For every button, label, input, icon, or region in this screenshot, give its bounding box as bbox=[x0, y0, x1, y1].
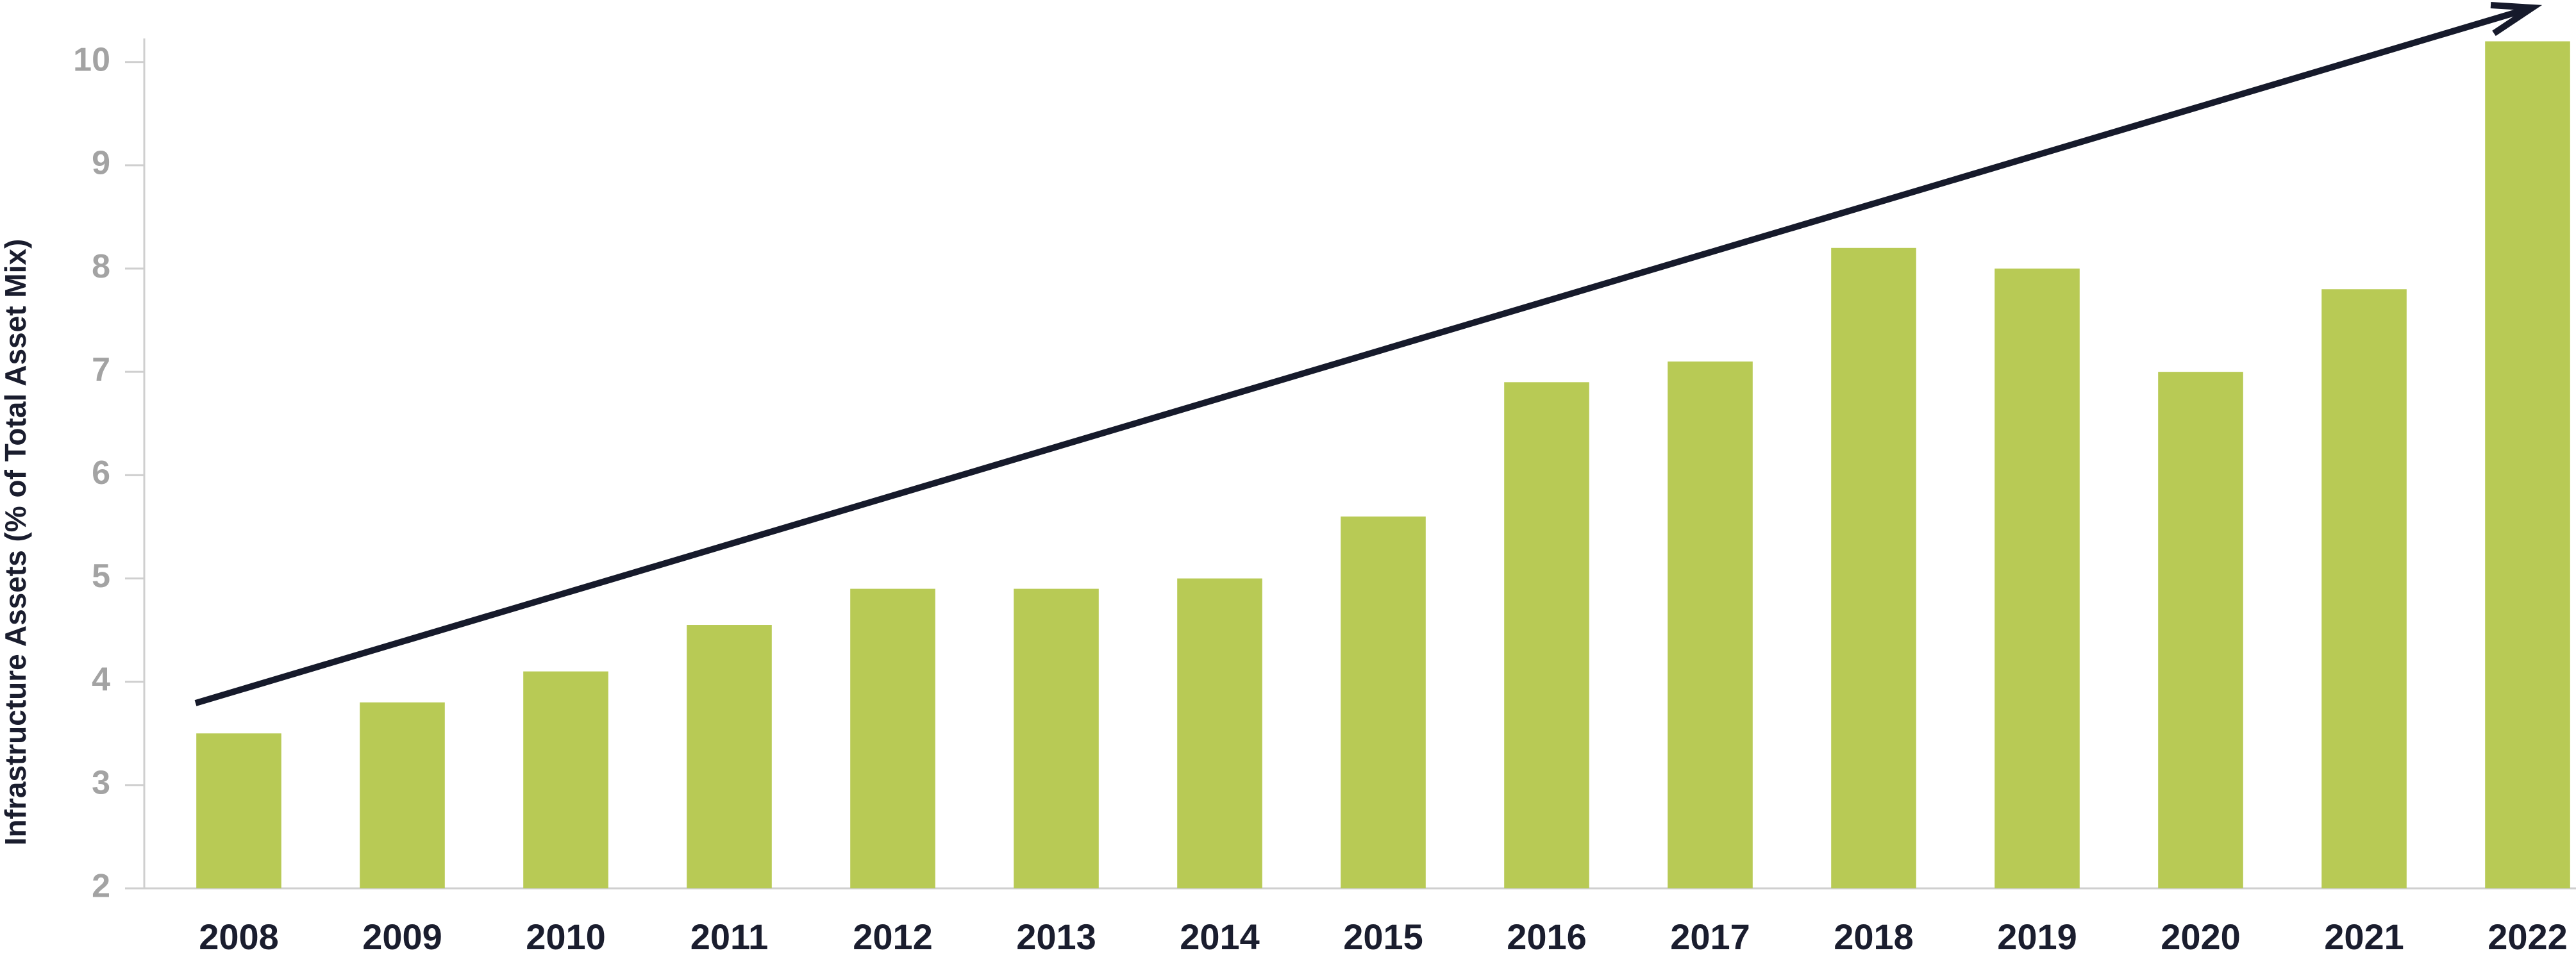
x-tick-label: 2011 bbox=[690, 917, 769, 955]
x-tick-label: 2010 bbox=[526, 917, 606, 955]
y-tick-label: 2 bbox=[92, 868, 110, 905]
bar bbox=[1504, 382, 1589, 888]
trend-arrowhead bbox=[2490, 2, 2543, 37]
x-tick-label: 2016 bbox=[1507, 917, 1587, 955]
y-tick-label: 7 bbox=[92, 351, 110, 388]
bar bbox=[2485, 41, 2570, 889]
x-tick-label: 2014 bbox=[1180, 917, 1260, 955]
x-tick-label: 2012 bbox=[853, 917, 933, 955]
y-tick-label: 5 bbox=[92, 558, 110, 595]
y-tick-label: 8 bbox=[92, 248, 110, 285]
marks bbox=[196, 41, 2570, 889]
x-tick-label: 2017 bbox=[1670, 917, 1750, 955]
bar bbox=[1995, 269, 2080, 888]
y-tick-label: 10 bbox=[73, 41, 110, 78]
y-tick-label: 3 bbox=[92, 765, 110, 802]
bar bbox=[850, 588, 935, 888]
bar bbox=[2158, 372, 2243, 888]
trend-arrow bbox=[194, 5, 2531, 706]
bar bbox=[1668, 361, 1753, 888]
x-tick-label: 2022 bbox=[2488, 917, 2568, 955]
x-tick-label: 2018 bbox=[1834, 917, 1914, 955]
y-axis-label: Infrastructure Assets (% of Total Asset … bbox=[0, 239, 32, 846]
bar bbox=[1831, 247, 1916, 888]
bar bbox=[1014, 588, 1099, 888]
x-tick-label: 2019 bbox=[1997, 917, 2077, 955]
x-tick-label: 2013 bbox=[1016, 917, 1096, 955]
bar bbox=[196, 733, 281, 888]
x-tick-label: 2008 bbox=[199, 917, 279, 955]
y-tick-label: 6 bbox=[92, 454, 110, 492]
x-tick-label: 2015 bbox=[1343, 917, 1423, 955]
bar bbox=[2321, 289, 2407, 888]
bar bbox=[1177, 578, 1262, 888]
bar bbox=[1341, 516, 1426, 888]
y-tick-label: 4 bbox=[92, 661, 110, 698]
bar bbox=[360, 702, 445, 888]
x-tick-label: 2021 bbox=[2324, 917, 2404, 955]
bar bbox=[523, 671, 608, 888]
x-tick-label: 2009 bbox=[362, 917, 442, 955]
x-tick-label: 2020 bbox=[2161, 917, 2241, 955]
y-tick-label: 9 bbox=[92, 145, 110, 182]
bar bbox=[687, 625, 772, 888]
